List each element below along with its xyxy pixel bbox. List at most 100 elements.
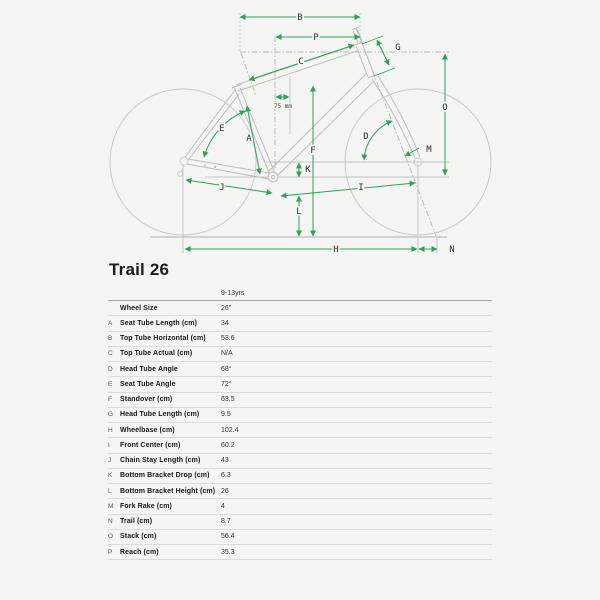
dim-m-arrow bbox=[404, 147, 420, 157]
row-value: 56.4 bbox=[221, 533, 235, 541]
row-label: Standover (cm) bbox=[120, 396, 173, 404]
row-letter: C bbox=[108, 350, 113, 358]
rear-hub bbox=[179, 156, 189, 166]
table-row: Wheel Size 26" bbox=[108, 301, 492, 317]
dim-label-d: D bbox=[363, 132, 368, 142]
row-letter: D bbox=[108, 365, 113, 373]
row-label: Seat Tube Angle bbox=[120, 380, 176, 388]
geometry-table-header: 9-13yrs bbox=[108, 286, 492, 301]
row-label: Top Tube Horizontal (cm) bbox=[120, 335, 206, 343]
dim-c-arrow bbox=[248, 43, 355, 82]
row-label: Stack (cm) bbox=[120, 533, 157, 541]
dim-label-a: A bbox=[246, 134, 252, 144]
front-wheel bbox=[344, 88, 492, 236]
dim-g-arrow bbox=[376, 39, 390, 66]
table-row: N Trail (cm) 8.7 bbox=[108, 515, 492, 530]
dim-label-k: K bbox=[305, 165, 311, 175]
row-value: 6.3 bbox=[221, 472, 231, 480]
row-label: Reach (cm) bbox=[120, 548, 159, 556]
seatpost-offset-label: 75 mm bbox=[274, 103, 292, 110]
dim-label-h: H bbox=[333, 245, 338, 255]
bike-frame bbox=[184, 26, 421, 183]
table-row: J Chain Stay Length (cm) 43 bbox=[108, 454, 492, 469]
derailleur-hanger bbox=[180, 164, 185, 173]
row-label: Bottom Bracket Drop (cm) bbox=[120, 472, 210, 480]
row-value: 72° bbox=[221, 380, 232, 388]
row-letter: L bbox=[108, 487, 112, 495]
row-value: 9.5 bbox=[221, 411, 231, 419]
row-letter: K bbox=[108, 472, 113, 480]
row-letter: N bbox=[108, 518, 113, 526]
dim-i-arrow bbox=[280, 180, 416, 199]
row-value: 102.4 bbox=[221, 426, 239, 434]
table-row: O Stack (cm) 56.4 bbox=[108, 530, 492, 545]
table-row: F Standover (cm) 63.5 bbox=[108, 393, 492, 408]
row-letter: J bbox=[108, 457, 112, 465]
row-value: 53.6 bbox=[221, 335, 235, 343]
row-label: Head Tube Length (cm) bbox=[120, 411, 200, 419]
row-value: 26 bbox=[221, 487, 229, 495]
row-value: 60.2 bbox=[221, 441, 235, 449]
row-label: Top Tube Actual (cm) bbox=[120, 350, 193, 358]
row-label: Chain Stay Length (cm) bbox=[120, 457, 201, 465]
row-value: N/A bbox=[221, 350, 233, 358]
row-label: Seat Tube Length (cm) bbox=[120, 319, 198, 327]
row-value: 4 bbox=[221, 502, 225, 510]
geometry-diagram: B P C G O E A D M F K J I L H N 75 mm bbox=[109, 11, 492, 257]
row-letter: O bbox=[108, 533, 114, 541]
row-letter: H bbox=[108, 426, 113, 434]
table-row: K Bottom Bracket Drop (cm) 6.3 bbox=[108, 469, 492, 484]
row-value: 8.7 bbox=[221, 518, 231, 526]
dim-label-p: P bbox=[313, 33, 319, 43]
dim-a-arrow bbox=[245, 105, 262, 175]
row-value: 35.3 bbox=[221, 548, 235, 556]
dim-j-arrow bbox=[185, 177, 273, 196]
row-label: Bottom Bracket Height (cm) bbox=[120, 487, 216, 495]
table-row: D Head Tube Angle 68° bbox=[108, 362, 492, 378]
dim-label-i: I bbox=[358, 183, 363, 193]
front-hub bbox=[413, 157, 423, 167]
row-letter: A bbox=[108, 319, 113, 327]
dim-label-c: C bbox=[298, 57, 303, 67]
table-row: A Seat Tube Length (cm) 34 bbox=[108, 316, 492, 332]
row-label: Fork Rake (cm) bbox=[120, 502, 172, 510]
row-label: Wheelbase (cm) bbox=[120, 426, 175, 434]
row-label: Head Tube Angle bbox=[120, 365, 178, 373]
dim-label-o: O bbox=[442, 103, 447, 113]
table-row: L Bottom Bracket Height (cm) 26 bbox=[108, 484, 492, 500]
dim-e-arc bbox=[202, 110, 246, 158]
dim-label-n: N bbox=[449, 245, 454, 255]
fork-blade bbox=[377, 75, 421, 158]
table-row: C Top Tube Actual (cm) N/A bbox=[108, 347, 492, 362]
dim-g-tick bbox=[361, 35, 384, 45]
geometry-table-body: Wheel Size 26" A Seat Tube Length (cm) 3… bbox=[108, 301, 492, 561]
dim-label-l: L bbox=[296, 207, 301, 217]
table-row: M Fork Rake (cm) 4 bbox=[108, 499, 492, 515]
row-letter: P bbox=[108, 548, 113, 556]
table-row: I Front Center (cm) 60.2 bbox=[108, 438, 492, 454]
row-letter: M bbox=[108, 502, 114, 510]
table-row: H Wheelbase (cm) 102.4 bbox=[108, 423, 492, 439]
row-letter: G bbox=[108, 411, 114, 419]
dim-label-g: G bbox=[395, 43, 400, 53]
table-row: B Top Tube Horizontal (cm) 53.6 bbox=[108, 332, 492, 347]
size-column-header: 9-13yrs bbox=[221, 289, 245, 297]
dim-label-j: J bbox=[219, 183, 224, 193]
table-row: E Seat Tube Angle 72° bbox=[108, 377, 492, 393]
row-letter: I bbox=[108, 441, 110, 449]
row-label: Front Center (cm) bbox=[120, 441, 181, 449]
row-letter: F bbox=[108, 396, 112, 404]
dim-label-m: M bbox=[426, 145, 432, 155]
seat-collar bbox=[231, 83, 243, 89]
table-row: G Head Tube Length (cm) 9.5 bbox=[108, 408, 492, 423]
dim-g-tick bbox=[373, 67, 396, 77]
row-value: 26" bbox=[221, 304, 232, 312]
row-label: Wheel Size bbox=[120, 304, 158, 312]
fork-blade bbox=[371, 78, 416, 159]
dimension-arrows bbox=[184, 14, 448, 252]
row-value: 34 bbox=[221, 319, 229, 327]
bottom-bracket bbox=[267, 171, 279, 183]
dim-label-b: B bbox=[297, 13, 302, 23]
page-title: Trail 26 bbox=[109, 260, 170, 279]
table-row: P Reach (cm) 35.3 bbox=[108, 545, 492, 561]
